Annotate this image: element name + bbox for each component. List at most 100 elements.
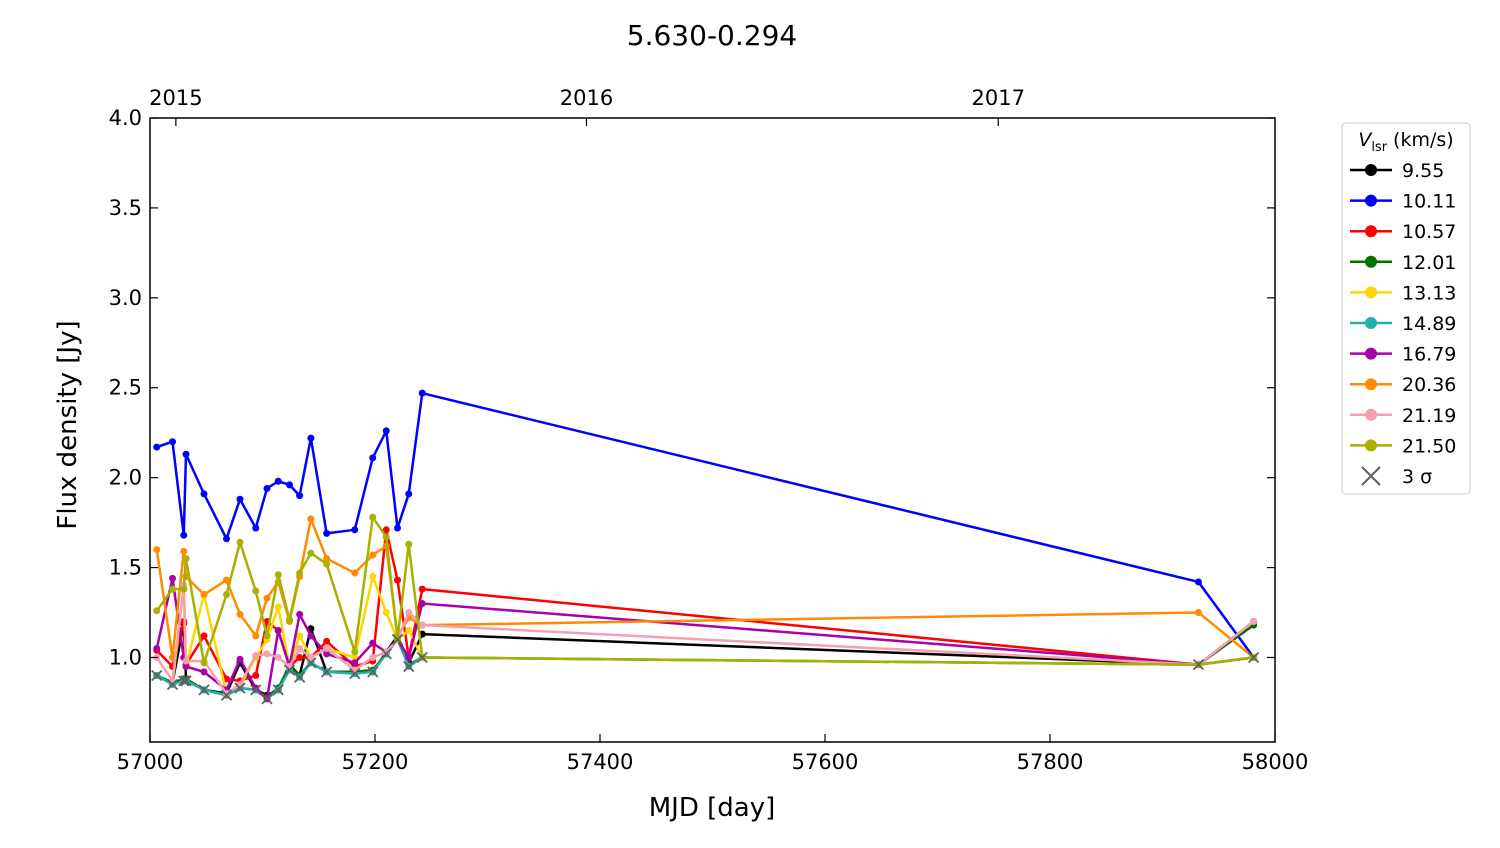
data-point (382, 526, 390, 534)
data-point (307, 549, 315, 557)
legend-marker (1365, 164, 1377, 176)
series-line (155, 578, 1255, 702)
data-point (252, 632, 260, 640)
legend-title-unit: (km/s) (1393, 129, 1454, 151)
data-point (274, 571, 282, 579)
limit-marker (1192, 659, 1205, 671)
series-line (156, 637, 1254, 701)
series-line (156, 572, 1254, 696)
data-point (369, 551, 377, 559)
series-line (155, 514, 1255, 659)
limit-marker (367, 666, 379, 678)
data-point (223, 591, 230, 599)
data-point (1195, 609, 1202, 617)
data-point (296, 610, 304, 618)
data-point (263, 632, 271, 640)
data-point (369, 653, 377, 661)
data-point (252, 524, 260, 532)
data-point (307, 632, 315, 640)
data-point (351, 526, 359, 534)
data-point (182, 662, 190, 670)
legend-marker (1365, 347, 1377, 360)
data-point (180, 531, 188, 539)
limit-marker (261, 693, 273, 705)
x2-tick-label: 2016 (560, 86, 613, 110)
data-point (1250, 618, 1258, 626)
data-point (274, 653, 282, 661)
x-tick-label: 57400 (567, 750, 634, 774)
data-point (200, 632, 208, 640)
data-point (296, 632, 304, 640)
y-tick-label: 2.0 (109, 466, 142, 490)
data-point (286, 616, 293, 624)
x-axis-label: MJD [day] (649, 793, 776, 823)
limit-marker (380, 648, 392, 660)
data-point (307, 653, 315, 661)
data-point (274, 627, 282, 635)
legend-label: 9.55 (1402, 160, 1444, 182)
series-line (155, 513, 1254, 666)
legend-marker (1365, 286, 1377, 299)
legend-label: 10.57 (1402, 221, 1456, 243)
data-point (180, 547, 188, 555)
data-point (236, 538, 244, 546)
y-tick-label: 4.0 (109, 106, 142, 130)
limit-marker (403, 660, 415, 673)
legend-label: 21.19 (1402, 405, 1456, 427)
legend-marker (1365, 225, 1377, 238)
chart-title: 5.630-0.294 (627, 19, 797, 52)
y-tick-label: 1.0 (109, 645, 142, 669)
data-point (169, 585, 176, 593)
legend-box (1341, 122, 1471, 495)
data-point (382, 533, 390, 541)
limit-marker (320, 666, 333, 678)
legend-label: 13.13 (1402, 282, 1456, 304)
data-point (252, 684, 260, 692)
data-point (169, 574, 176, 582)
legend-marker (1365, 255, 1377, 268)
data-point (405, 627, 413, 635)
data-point (405, 540, 413, 548)
data-point (351, 569, 359, 577)
data-point (369, 639, 377, 647)
limit-marker (220, 689, 233, 701)
data-point (351, 659, 359, 667)
legend-label: 14.89 (1402, 313, 1456, 335)
data-point (153, 607, 161, 615)
legend-title-subscript: lsr (1371, 140, 1387, 155)
data-point (263, 484, 271, 492)
data-point (153, 443, 161, 451)
y-tick-label: 3.5 (109, 196, 142, 220)
data-point (382, 609, 390, 617)
data-point (223, 689, 230, 697)
data-point (405, 653, 413, 661)
data-point (351, 648, 359, 656)
data-point (307, 434, 315, 442)
limit-marker (349, 668, 361, 680)
data-point (252, 671, 260, 679)
x-tick-label: 57800 (1017, 750, 1084, 774)
data-point (200, 490, 208, 498)
data-point (182, 657, 190, 665)
data-point (307, 515, 315, 523)
axes-frame (149, 117, 1276, 743)
data-point (169, 438, 176, 446)
data-point (369, 513, 377, 521)
legend-label: 20.36 (1402, 374, 1456, 396)
data-point (418, 585, 426, 593)
data-point (182, 555, 190, 563)
legend-label: 16.79 (1402, 344, 1456, 366)
limit-marker (166, 678, 179, 691)
y-axis-label: Flux density [Jy] (53, 320, 83, 529)
legend-marker (1365, 408, 1377, 421)
data-point (274, 477, 282, 485)
data-point (296, 644, 304, 652)
data-point (369, 454, 377, 462)
data-point (323, 529, 331, 537)
legend-title: Vlsr (km/s) (1358, 129, 1453, 155)
data-point (418, 600, 426, 608)
data-point (200, 659, 208, 667)
legend: 9.55 10.11 10.57 12.01 13.13 14.89 16.79 20.36 2… (1350, 160, 1456, 488)
